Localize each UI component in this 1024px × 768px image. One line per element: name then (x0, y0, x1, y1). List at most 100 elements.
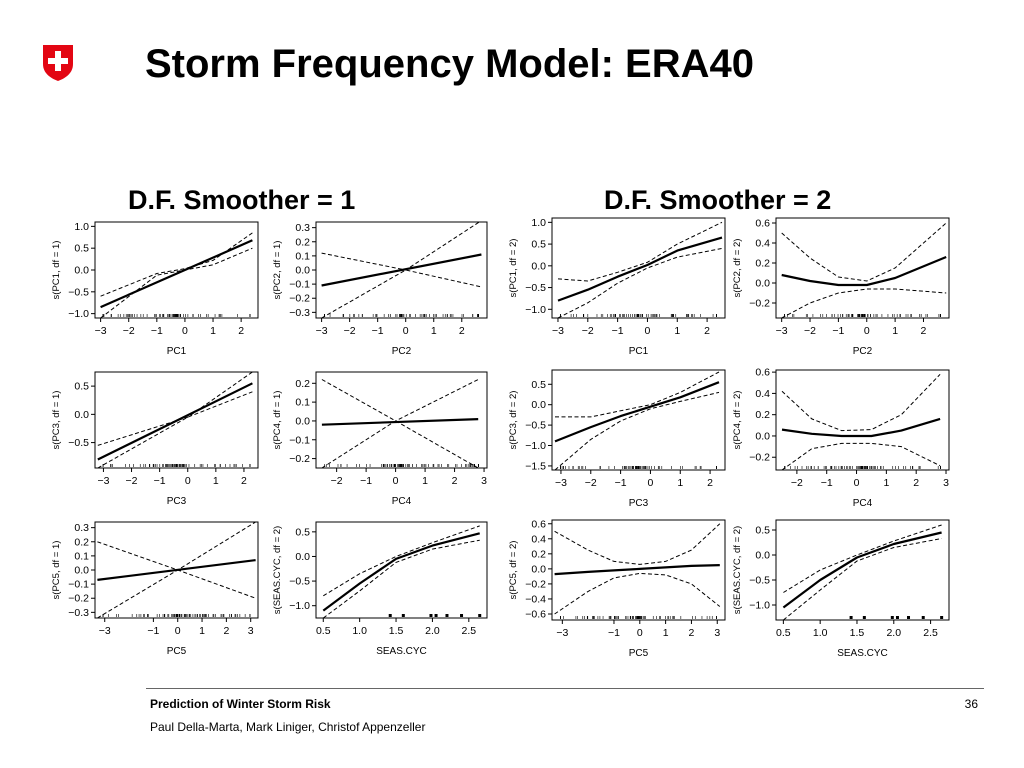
x-tick-label: 2 (704, 325, 710, 337)
smooth-fit-line (782, 531, 942, 609)
x-tick-label: 0 (393, 475, 399, 487)
y-tick-label: 0.0 (295, 415, 310, 427)
x-tick-label: −2 (804, 325, 816, 337)
y-axis-label: s(PC4, df = 2) (732, 391, 743, 450)
x-tick-label: 1 (199, 625, 205, 637)
heading-df-2: D.F. Smoother = 2 (604, 185, 832, 215)
x-tick-label: −1 (360, 475, 372, 487)
x-tick-label: 1 (883, 477, 889, 489)
x-tick-label: 0 (637, 627, 643, 639)
x-tick-label: −3 (95, 325, 107, 337)
y-tick-label: 0.5 (531, 239, 546, 251)
y-axis-label: s(SEAS.CYC, df = 2) (732, 526, 743, 614)
rug-mark (460, 614, 464, 617)
x-tick-label: 1.0 (352, 625, 367, 637)
x-tick-label: −1 (615, 477, 627, 489)
x-tick-label: 3 (943, 477, 949, 489)
smooth-panel-df2-pc3: −1.5 −1.0 −0.5 0.0 0.5 −3 −2 −1 0 1 2 PC3 s(PC3, df … (508, 369, 726, 509)
y-axis-label: s(PC2, df = 1) (272, 241, 283, 300)
y-tick-label: −1.0 (525, 304, 546, 316)
x-tick-label: 2 (241, 475, 247, 487)
y-axis-label: s(PC1, df = 2) (508, 239, 519, 298)
x-tick-label: 2 (707, 477, 713, 489)
x-tick-label: 0 (854, 477, 860, 489)
y-tick-label: 0.4 (755, 238, 770, 250)
rug-mark (940, 616, 944, 619)
y-tick-label: 0.3 (295, 222, 310, 234)
upper-confidence-band (781, 222, 947, 282)
x-tick-label: 2.0 (425, 625, 440, 637)
rug-mark (895, 616, 899, 619)
x-tick-label: 3 (714, 627, 720, 639)
rug-mark (890, 616, 894, 619)
x-tick-label: 2 (223, 625, 229, 637)
upper-confidence-band (555, 371, 720, 418)
y-tick-label: 0.6 (531, 518, 546, 530)
y-tick-label: 0.1 (295, 250, 310, 262)
x-tick-label: −3 (552, 325, 564, 337)
lower-confidence-band (321, 269, 482, 318)
lower-confidence-band (97, 391, 253, 468)
rug-mark (445, 614, 449, 617)
x-tick-label: 1.0 (813, 627, 828, 639)
smooth-panel-df1-seas-cyc: −1.0 −0.5 0.0 0.5 0.5 1.0 1.5 2.0 2.5 SEAS.CYC s(S… (272, 521, 488, 657)
x-tick-label: 1 (892, 325, 898, 337)
upper-confidence-band (100, 232, 253, 297)
y-axis-label: s(PC5, df = 2) (508, 541, 519, 600)
y-tick-label: 0.1 (295, 397, 310, 409)
upper-confidence-band (781, 373, 941, 432)
x-axis-label: SEAS.CYC (376, 646, 427, 657)
rug-mark (429, 614, 433, 617)
x-tick-label: 2 (921, 325, 927, 337)
y-tick-label: −1.0 (749, 600, 770, 612)
x-axis-label: PC5 (167, 646, 187, 657)
y-tick-label: 0.2 (74, 536, 89, 548)
smooth-panel-df2-pc4: −0.2 0.0 0.2 0.4 0.6 −2 −1 0 1 2 3 PC4 s(PC4, df = 2… (732, 367, 950, 509)
y-tick-label: −0.5 (749, 575, 770, 587)
smooth-panel-df2-seas-cyc: −1.0 −0.5 0.0 0.5 0.5 1.0 1.5 2.0 2.5 SEAS.CYC s(S… (732, 519, 950, 659)
x-tick-label: 1 (431, 325, 437, 337)
y-tick-label: 0.0 (295, 551, 310, 563)
y-tick-label: 0.5 (755, 525, 770, 537)
y-tick-label: −0.1 (68, 579, 89, 591)
x-tick-label: 2.5 (462, 625, 477, 637)
lower-confidence-band (783, 538, 942, 620)
y-tick-label: 0.0 (74, 565, 89, 577)
x-tick-label: 2 (689, 627, 695, 639)
y-tick-label: 1.0 (74, 221, 89, 233)
y-axis-label: s(PC3, df = 2) (508, 391, 519, 450)
lower-confidence-band (321, 379, 479, 468)
smooth-fit-line (554, 564, 720, 576)
y-tick-label: 0.2 (531, 548, 546, 560)
lower-confidence-band (554, 572, 721, 615)
slide-title: Storm Frequency Model: ERA40 (145, 42, 755, 86)
x-axis-label: PC3 (167, 496, 187, 507)
plot-frame (775, 519, 950, 621)
footer-divider (146, 688, 984, 689)
y-tick-label: 0.5 (295, 526, 310, 538)
smooth-panel-df1-pc2: −0.3 −0.2 −0.1 0.0 0.1 0.2 0.3 −3 −2 −1 0 1 2 PC2 s(PC… (272, 221, 488, 357)
y-tick-label: 0.5 (74, 381, 89, 393)
y-tick-label: 0.0 (531, 399, 546, 411)
y-axis-label: s(PC4, df = 1) (272, 391, 283, 450)
y-tick-label: 1.0 (531, 217, 546, 229)
y-tick-label: 0.2 (295, 378, 310, 390)
y-tick-label: 0.6 (755, 218, 770, 230)
x-tick-label: −3 (776, 325, 788, 337)
y-axis-label: s(SEAS.CYC, df = 2) (272, 526, 283, 614)
plot-frame (551, 519, 726, 621)
x-tick-label: −1 (612, 325, 624, 337)
x-tick-label: −2 (585, 477, 597, 489)
plot-frame (775, 217, 950, 319)
y-tick-label: −0.2 (289, 453, 310, 465)
y-tick-label: 0.5 (531, 379, 546, 391)
smooth-panel-df1-pc3: −0.5 0.0 0.5 −3 −2 −1 0 1 2 PC3 s(PC3, df = 1) (51, 371, 259, 507)
smooth-fit-line (100, 239, 253, 309)
x-tick-label: 0 (864, 325, 870, 337)
x-tick-label: −3 (97, 475, 109, 487)
smooth-fit-line (97, 559, 256, 581)
upper-confidence-band (321, 222, 481, 271)
x-tick-label: −3 (99, 625, 111, 637)
x-tick-label: −1 (821, 477, 833, 489)
